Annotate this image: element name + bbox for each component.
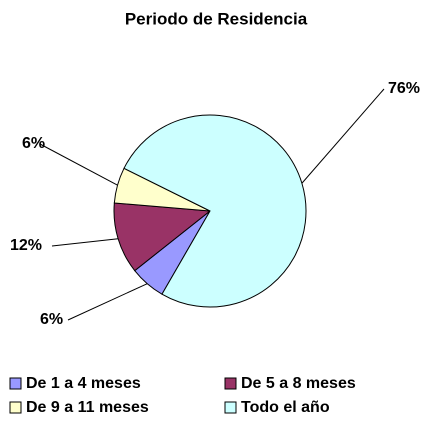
leader-line <box>301 88 385 184</box>
data-label: 76% <box>388 80 420 97</box>
leader-line <box>39 143 118 186</box>
data-label: 12% <box>10 237 42 254</box>
legend-swatch <box>9 401 22 414</box>
pie-slice <box>113 202 212 272</box>
legend-label: De 9 a 11 meses <box>26 399 149 416</box>
legend-label: De 1 a 4 meses <box>26 375 141 392</box>
legend-swatch <box>9 377 22 390</box>
pie-slice <box>123 114 307 308</box>
data-label: 6% <box>22 135 45 152</box>
data-label: 6% <box>40 311 63 328</box>
leader-line <box>67 283 148 321</box>
chart-title: Periodo de Residencia <box>125 9 308 28</box>
legend-label: De 5 a 8 meses <box>241 375 356 392</box>
legend-label: Todo el año <box>241 399 330 416</box>
leader-line <box>51 238 119 247</box>
legend-swatch <box>224 377 237 390</box>
legend-swatch <box>224 401 237 414</box>
